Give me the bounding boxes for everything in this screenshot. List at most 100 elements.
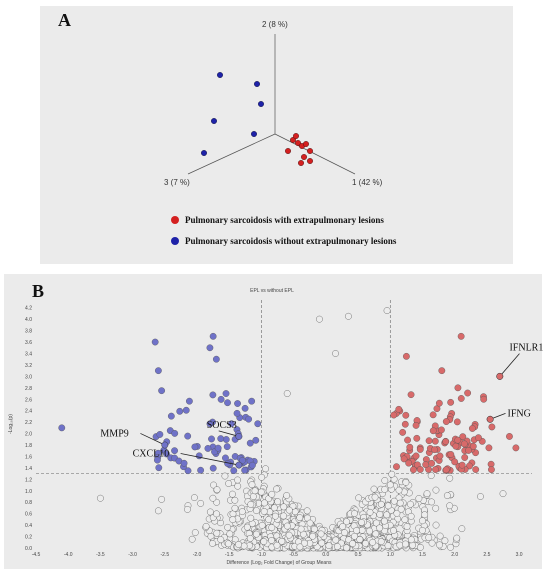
- ns-point: [184, 506, 191, 513]
- pca-point-red: [295, 140, 301, 146]
- ns-point: [447, 543, 454, 551]
- y-tick-label: 2.2: [25, 420, 32, 426]
- ns-point: [432, 486, 440, 494]
- ns-point: [197, 500, 205, 507]
- up-point: [404, 436, 411, 444]
- x-tick-label: -3.5: [96, 552, 105, 558]
- x-tick-label: -1.0: [257, 552, 266, 558]
- y-tick-label: 0.8: [25, 500, 32, 506]
- up-point: [447, 398, 455, 406]
- ns-point: [158, 495, 166, 503]
- ns-point: [436, 541, 443, 549]
- down-point: [154, 456, 161, 464]
- up-point: [451, 458, 459, 466]
- up-point: [410, 466, 417, 474]
- x-tick-label: -0.5: [289, 552, 298, 558]
- pca-point-blue: [258, 101, 264, 107]
- ns-point: [362, 540, 369, 547]
- up-point: [401, 420, 409, 428]
- ns-point: [428, 539, 436, 547]
- ns-point: [229, 516, 237, 524]
- pca-point-blue: [201, 150, 207, 156]
- up-point: [412, 422, 420, 429]
- volcano-xlabel: Difference (Log₂ Fold Change) of Group M…: [227, 560, 332, 566]
- x-tick-label: 1.0: [387, 552, 394, 558]
- ns-point: [97, 494, 104, 502]
- ns-point: [428, 498, 435, 506]
- ns-point: [260, 508, 268, 515]
- ns-point: [325, 542, 333, 550]
- pca-points: [201, 72, 313, 166]
- ns-point: [377, 500, 385, 508]
- ns-point: [258, 521, 266, 529]
- up-point: [453, 418, 461, 426]
- ns-point: [247, 501, 255, 508]
- ns-point: [402, 540, 409, 548]
- y-tick-label: 1.6: [25, 454, 32, 460]
- up-point: [468, 425, 476, 432]
- down-point: [184, 432, 192, 440]
- up-point: [431, 437, 439, 445]
- up-point: [431, 446, 438, 454]
- down-point: [206, 420, 214, 428]
- down-point: [151, 338, 159, 346]
- down-point: [238, 457, 246, 464]
- ns-point: [213, 510, 220, 518]
- down-point: [182, 406, 190, 414]
- ns-point: [395, 486, 403, 494]
- up-point: [429, 411, 437, 419]
- up-point: [452, 442, 460, 450]
- up-point: [425, 437, 433, 445]
- x-tick-label: -2.5: [161, 552, 170, 558]
- down-point: [197, 466, 205, 474]
- down-point: [217, 435, 225, 443]
- panel-a: A 2 (8 %) 1 (42 %) 3 (7 %) Pulmonary sar…: [40, 6, 513, 264]
- down-point: [163, 450, 170, 458]
- ns-point: [154, 507, 162, 515]
- up-point: [402, 352, 410, 360]
- up-point: [472, 466, 480, 473]
- ns-point: [407, 500, 414, 508]
- down-point: [208, 435, 215, 443]
- legend-label-without-epl: Pulmonary sarcoidosis without extrapulmo…: [185, 236, 397, 246]
- ns-point: [257, 488, 265, 496]
- ns-point: [453, 534, 461, 542]
- pca-point-red: [303, 141, 309, 147]
- down-point: [154, 367, 162, 375]
- y-tick-label: 1.4: [25, 466, 32, 472]
- down-point: [191, 443, 199, 451]
- axis-1-line: [274, 133, 356, 175]
- ns-point: [425, 534, 433, 541]
- up-point: [442, 418, 450, 425]
- ns-point: [383, 511, 391, 519]
- ns-point: [191, 494, 198, 502]
- down-point: [223, 443, 231, 451]
- x-tick-label: 3.0: [516, 552, 523, 558]
- ns-point: [343, 544, 350, 552]
- x-tick-label: 2.5: [483, 552, 490, 558]
- up-point: [506, 433, 513, 440]
- down-point: [158, 387, 166, 395]
- ns-point: [253, 507, 260, 515]
- y-tick-label: 4.0: [25, 317, 32, 323]
- ns-point: [351, 510, 358, 517]
- ns-point: [417, 543, 424, 551]
- ns-point: [390, 497, 398, 505]
- ns-point: [353, 527, 361, 534]
- up-point: [405, 459, 413, 467]
- ns-point: [343, 518, 350, 526]
- down-point: [176, 407, 184, 415]
- pca-point-red: [285, 148, 291, 154]
- ns-point: [247, 514, 255, 522]
- down-point: [171, 430, 179, 437]
- ns-point: [446, 502, 454, 510]
- up-point: [480, 395, 488, 403]
- ns-point: [377, 538, 385, 546]
- y-tick-label: 1.8: [25, 443, 32, 449]
- y-tick-label: 0.4: [25, 523, 32, 529]
- ns-point: [423, 490, 431, 498]
- up-point: [469, 442, 477, 450]
- y-tick-label: 3.8: [25, 329, 32, 335]
- up-point: [428, 459, 436, 467]
- up-point: [454, 384, 462, 392]
